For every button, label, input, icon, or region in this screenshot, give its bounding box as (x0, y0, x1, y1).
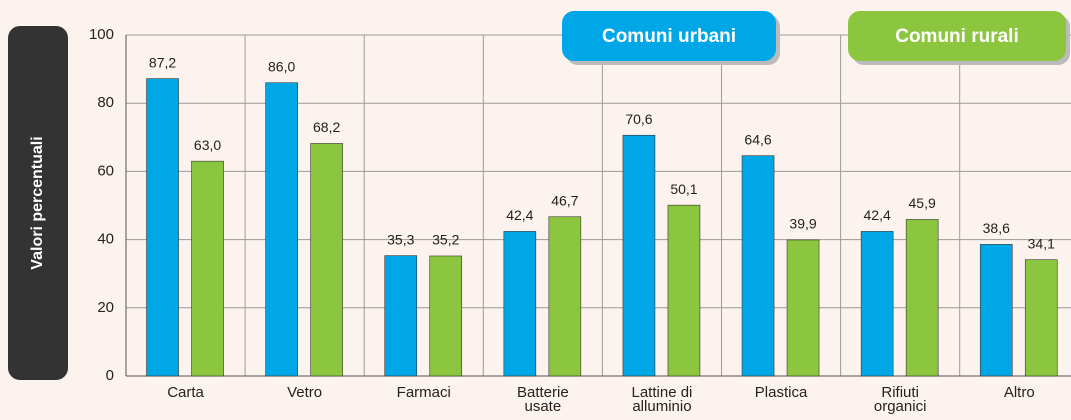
value-label: 38,6 (983, 220, 1010, 236)
y-tick-label: 100 (89, 26, 114, 43)
bar (860, 231, 894, 377)
bar (622, 134, 656, 377)
value-label: 42,4 (864, 207, 891, 223)
bar (741, 155, 775, 377)
value-label: 42,4 (506, 207, 533, 223)
value-label: 63,0 (194, 137, 221, 153)
value-label: 50,1 (670, 181, 697, 197)
y-tick-label: 40 (97, 231, 114, 248)
x-tick-label: Rifiuti organici (874, 384, 927, 415)
x-tick-label: Farmaci (397, 384, 451, 401)
value-label: 46,7 (551, 192, 578, 208)
bar (905, 219, 939, 377)
x-tick-label: Carta (167, 384, 204, 401)
y-tick-label: 80 (97, 94, 114, 111)
bar (265, 82, 298, 377)
value-label: 64,6 (744, 131, 771, 147)
legend-label: Comuni urbani (602, 26, 736, 47)
value-label: 45,9 (909, 195, 936, 211)
x-tick-label: Altro (1004, 384, 1035, 401)
y-tick-label: 0 (106, 367, 114, 384)
value-label: 86,0 (268, 58, 295, 74)
y-tick-label: 20 (97, 299, 114, 316)
x-tick-label: Lattine di alluminio (632, 384, 693, 415)
value-label: 68,2 (313, 119, 340, 135)
bar (310, 143, 343, 377)
value-label: 39,9 (789, 216, 816, 232)
legend-badge (562, 11, 776, 61)
value-label: 87,2 (149, 54, 176, 70)
bar (548, 216, 582, 377)
value-label: 35,2 (432, 232, 459, 248)
x-tick-label: Plastica (755, 384, 808, 401)
value-label: 70,6 (625, 111, 652, 127)
y-label-box (8, 26, 68, 380)
y-tick-label: 60 (97, 162, 114, 179)
bar (191, 160, 224, 377)
bar (503, 231, 537, 377)
bar (146, 78, 179, 377)
bar (429, 255, 463, 377)
bar (667, 204, 701, 377)
legend-label: Comuni rurali (895, 26, 1019, 47)
bar (786, 239, 820, 377)
value-label: 34,1 (1028, 235, 1055, 251)
x-tick-label: Vetro (287, 384, 322, 401)
bar (384, 255, 418, 377)
y-axis-label: Valori percentuali (29, 136, 46, 269)
legend-badge (848, 11, 1066, 61)
bar (979, 244, 1013, 377)
value-label: 35,3 (387, 231, 414, 247)
x-tick-label: Batterie usate (517, 384, 569, 415)
bar (1024, 259, 1058, 377)
